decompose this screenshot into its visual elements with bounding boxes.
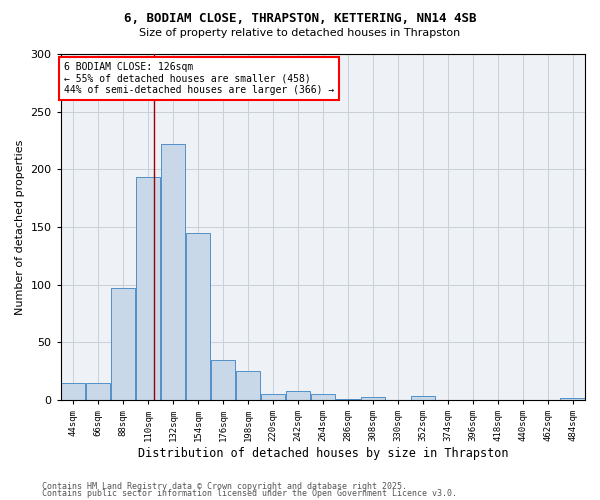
Bar	[111, 288, 136, 400]
Bar	[236, 372, 260, 400]
Bar	[410, 396, 435, 400]
Text: Size of property relative to detached houses in Thrapston: Size of property relative to detached ho…	[139, 28, 461, 38]
Bar	[361, 396, 385, 400]
Bar	[61, 383, 85, 400]
Text: Contains HM Land Registry data © Crown copyright and database right 2025.: Contains HM Land Registry data © Crown c…	[42, 482, 407, 491]
Bar	[560, 398, 585, 400]
Bar	[335, 399, 360, 400]
Bar	[261, 394, 285, 400]
Y-axis label: Number of detached properties: Number of detached properties	[15, 140, 25, 315]
Text: 6, BODIAM CLOSE, THRAPSTON, KETTERING, NN14 4SB: 6, BODIAM CLOSE, THRAPSTON, KETTERING, N…	[124, 12, 476, 26]
Bar	[161, 144, 185, 400]
X-axis label: Distribution of detached houses by size in Thrapston: Distribution of detached houses by size …	[137, 447, 508, 460]
Text: 6 BODIAM CLOSE: 126sqm
← 55% of detached houses are smaller (458)
44% of semi-de: 6 BODIAM CLOSE: 126sqm ← 55% of detached…	[64, 62, 334, 96]
Bar	[186, 233, 210, 400]
Bar	[211, 360, 235, 400]
Bar	[86, 383, 110, 400]
Text: Contains public sector information licensed under the Open Government Licence v3: Contains public sector information licen…	[42, 489, 457, 498]
Bar	[311, 394, 335, 400]
Bar	[286, 391, 310, 400]
Bar	[136, 178, 160, 400]
